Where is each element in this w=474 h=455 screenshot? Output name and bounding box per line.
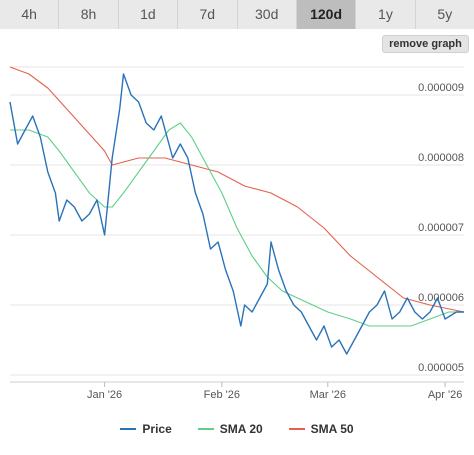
- tab-120d[interactable]: 120d: [296, 0, 357, 29]
- chart-legend: Price SMA 20 SMA 50: [0, 418, 474, 440]
- price-chart: 0.000009 0.000008 0.000007 0.000006 0.000005…: [9, 66, 465, 401]
- sma50-line: [9, 66, 465, 313]
- tab-7d[interactable]: 7d: [178, 0, 238, 29]
- y-tick-label: 0.000005: [418, 362, 464, 374]
- x-tick-label: Mar '26: [310, 389, 346, 401]
- y-tick-label: 0.000006: [418, 292, 464, 304]
- price-line: [9, 73, 464, 355]
- legend-label-price: Price: [142, 422, 172, 436]
- sma20-line: [10, 122, 464, 327]
- y-tick-label: 0.000007: [418, 222, 464, 234]
- legend-label-sma50: SMA 50: [310, 422, 354, 436]
- x-tick-label: Feb '26: [204, 389, 240, 401]
- y-axis: 0.000009 0.000008 0.000007 0.000006 0.000005: [418, 82, 464, 374]
- y-tick-label: 0.000008: [418, 152, 464, 164]
- timeframe-tabs: 4h 8h 1d 7d 30d 120d 1y 5y: [0, 0, 474, 29]
- tab-30d[interactable]: 30d: [237, 0, 297, 29]
- x-tick-label: Jan '26: [87, 389, 122, 401]
- y-tick-label: 0.000009: [418, 82, 464, 94]
- tab-1d[interactable]: 1d: [118, 0, 179, 29]
- tab-4h[interactable]: 4h: [0, 0, 60, 29]
- legend-swatch-price: [120, 428, 137, 430]
- legend-item-price[interactable]: Price: [120, 422, 172, 436]
- legend-swatch-sma20: [197, 428, 214, 430]
- legend-label-sma20: SMA 20: [219, 422, 263, 436]
- tab-5y[interactable]: 5y: [415, 0, 474, 29]
- legend-item-sma50[interactable]: SMA 50: [288, 422, 354, 436]
- x-tick-label: Apr '26: [428, 389, 463, 401]
- chart-gridlines: [10, 66, 464, 376]
- legend-swatch-sma50: [288, 428, 305, 430]
- legend-item-sma20[interactable]: SMA 20: [197, 422, 263, 436]
- chart-series: [9, 66, 465, 355]
- remove-graph-button[interactable]: remove graph: [382, 35, 469, 53]
- x-axis: Jan '26 Feb '26 Mar '26 Apr '26: [10, 381, 464, 401]
- tab-8h[interactable]: 8h: [59, 0, 119, 29]
- tab-1y[interactable]: 1y: [356, 0, 416, 29]
